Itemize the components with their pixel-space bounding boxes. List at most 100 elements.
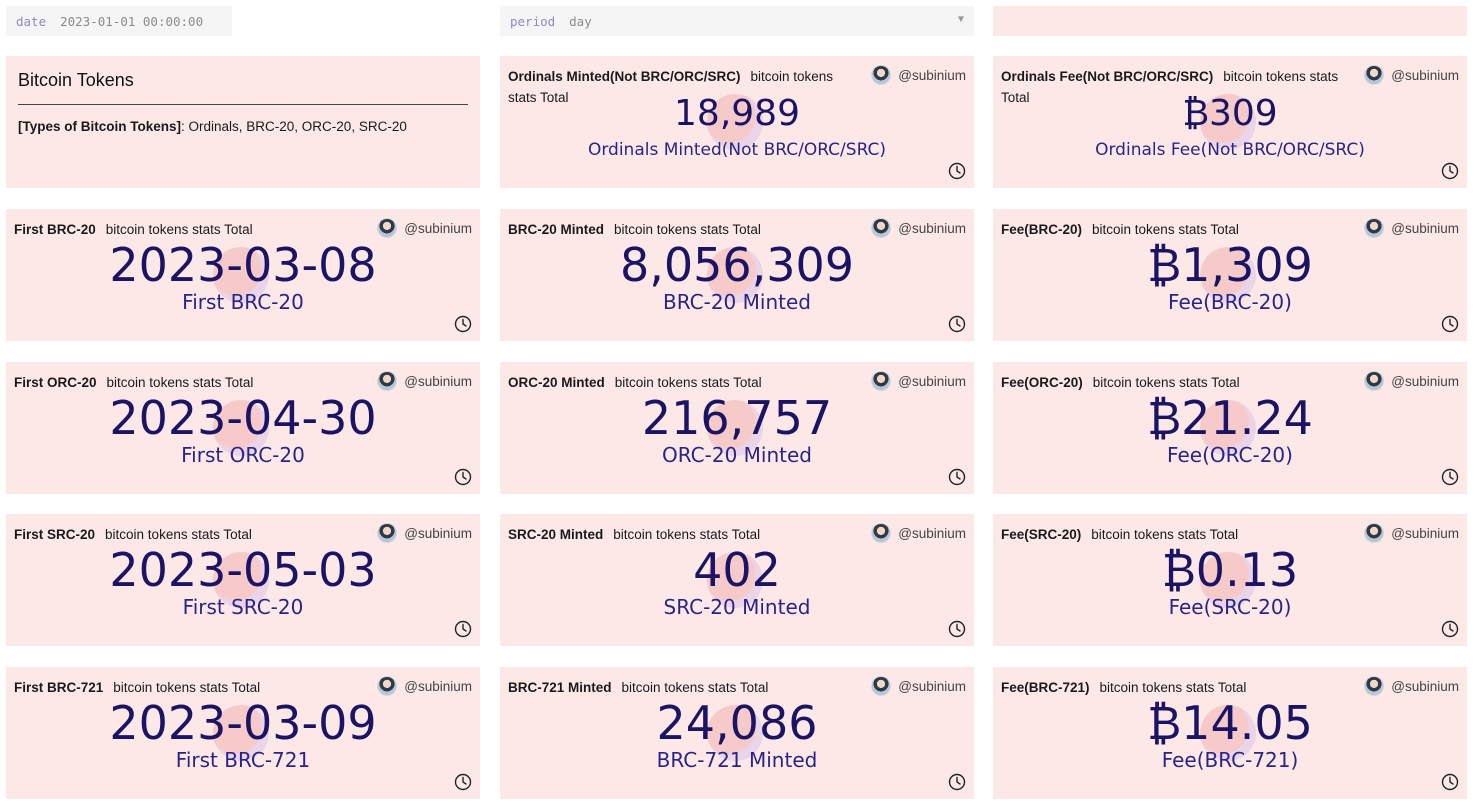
clock-icon[interactable] [948, 620, 966, 638]
card-query-name[interactable]: bitcoin tokens stats Total [105, 527, 252, 542]
clock-icon[interactable] [1441, 468, 1459, 486]
clock-icon[interactable] [454, 315, 472, 333]
avatar[interactable] [1364, 218, 1385, 238]
counter-card[interactable]: Ordinals Fee(Not BRC/ORC/SRC) bitcoin tok… [993, 56, 1467, 188]
clock-icon[interactable] [948, 468, 966, 486]
card-query-name[interactable]: bitcoin tokens stats Total [508, 69, 834, 105]
author-name[interactable]: @subinium [1391, 220, 1459, 236]
author-link[interactable]: @subinium [377, 218, 472, 238]
avatar[interactable] [377, 523, 398, 543]
avatar[interactable] [871, 676, 892, 696]
avatar[interactable] [377, 218, 398, 238]
clock-icon[interactable] [1441, 315, 1459, 333]
card-query-name[interactable]: bitcoin tokens stats Total [1099, 680, 1247, 695]
card-title[interactable]: Fee(BRC-20) [1001, 222, 1083, 237]
clock-icon[interactable] [948, 162, 966, 180]
counter-card[interactable]: First SRC-20 bitcoin tokens stats Total @s… [6, 514, 480, 646]
counter-card[interactable]: First BRC-721 bitcoin tokens stats Total @… [6, 667, 480, 799]
counter-card[interactable]: Ordinals Minted(Not BRC/ORC/SRC) bitcoin … [500, 56, 974, 188]
counter-card[interactable]: First ORC-20 bitcoin tokens stats Total @s… [6, 362, 480, 494]
card-title[interactable]: BRC-20 Minted [508, 222, 605, 237]
clock-icon[interactable] [1441, 162, 1459, 180]
author-link[interactable]: @subinium [377, 371, 472, 391]
card-query-name[interactable]: bitcoin tokens stats Total [621, 680, 769, 695]
avatar[interactable] [871, 65, 892, 85]
card-title[interactable]: BRC-721 Minted [508, 680, 612, 695]
counter-card[interactable]: SRC-20 Minted bitcoin tokens stats Total @… [500, 514, 974, 646]
author-link[interactable]: @subinium [871, 371, 966, 391]
author-name[interactable]: @subinium [404, 525, 472, 541]
author-name[interactable]: @subinium [898, 373, 966, 389]
clock-icon[interactable] [948, 315, 966, 333]
author-name[interactable]: @subinium [404, 373, 472, 389]
card-title[interactable]: First SRC-20 [14, 527, 96, 542]
counter-card[interactable]: BRC-721 Minted bitcoin tokens stats Total… [500, 667, 974, 799]
avatar[interactable] [377, 371, 398, 391]
card-query-name[interactable]: bitcoin tokens stats Total [1001, 69, 1339, 105]
card-title[interactable]: Fee(SRC-20) [1001, 527, 1082, 542]
author-link[interactable]: @subinium [871, 218, 966, 238]
author-name[interactable]: @subinium [1391, 67, 1459, 83]
card-query-name[interactable]: bitcoin tokens stats Total [1091, 527, 1239, 542]
chevron-down-icon[interactable]: ▼ [957, 14, 964, 25]
clock-icon[interactable] [454, 620, 472, 638]
clock-icon[interactable] [454, 773, 472, 791]
counter-card[interactable]: Fee(ORC-20) bitcoin tokens stats Total @su… [993, 362, 1467, 494]
author-link[interactable]: @subinium [1364, 371, 1459, 391]
avatar[interactable] [871, 371, 892, 391]
avatar[interactable] [1364, 676, 1385, 696]
counter-card[interactable]: Fee(BRC-721) bitcoin tokens stats Total @s… [993, 667, 1467, 799]
author-name[interactable]: @subinium [404, 220, 472, 236]
clock-icon[interactable] [454, 468, 472, 486]
author-link[interactable]: @subinium [871, 65, 966, 85]
counter-card[interactable]: First BRC-20 bitcoin tokens stats Total @s… [6, 209, 480, 341]
author-name[interactable]: @subinium [898, 678, 966, 694]
card-title[interactable]: First BRC-721 [14, 680, 104, 695]
author-name[interactable]: @subinium [1391, 373, 1459, 389]
author-link[interactable]: @subinium [377, 523, 472, 543]
card-title[interactable]: SRC-20 Minted [508, 527, 604, 542]
card-query-name[interactable]: bitcoin tokens stats Total [113, 680, 261, 695]
card-title[interactable]: Fee(BRC-721) [1001, 680, 1090, 695]
avatar[interactable] [377, 676, 398, 696]
date-parameter-value[interactable]: 2023-01-01 00:00:00 [60, 13, 204, 29]
period-parameter-value[interactable]: day [569, 13, 592, 29]
author-link[interactable]: @subinium [1364, 523, 1459, 543]
author-name[interactable]: @subinium [898, 220, 966, 236]
avatar[interactable] [1364, 65, 1385, 85]
card-query-name[interactable]: bitcoin tokens stats Total [1092, 222, 1239, 237]
avatar[interactable] [1364, 371, 1385, 391]
author-link[interactable]: @subinium [1364, 676, 1459, 696]
counter-card[interactable]: Fee(SRC-20) bitcoin tokens stats Total @su… [993, 514, 1467, 646]
card-title[interactable]: First ORC-20 [14, 375, 97, 390]
period-parameter[interactable]: period day ▼ [500, 6, 974, 36]
author-name[interactable]: @subinium [1391, 525, 1459, 541]
card-title[interactable]: Fee(ORC-20) [1001, 375, 1083, 390]
avatar[interactable] [871, 523, 892, 543]
card-query-name[interactable]: bitcoin tokens stats Total [105, 222, 253, 237]
card-title[interactable]: First BRC-20 [14, 222, 96, 237]
author-name[interactable]: @subinium [1391, 678, 1459, 694]
clock-icon[interactable] [1441, 620, 1459, 638]
clock-icon[interactable] [1441, 773, 1459, 791]
author-name[interactable]: @subinium [898, 525, 966, 541]
author-name[interactable]: @subinium [404, 678, 472, 694]
counter-card[interactable]: ORC-20 Minted bitcoin tokens stats Total @… [500, 362, 974, 494]
author-name[interactable]: @subinium [898, 67, 966, 83]
counter-card[interactable]: Fee(BRC-20) bitcoin tokens stats Total @su… [993, 209, 1467, 341]
card-query-name[interactable]: bitcoin tokens stats Total [614, 375, 762, 390]
card-query-name[interactable]: bitcoin tokens stats Total [614, 222, 761, 237]
author-link[interactable]: @subinium [871, 523, 966, 543]
clock-icon[interactable] [948, 773, 966, 791]
card-query-name[interactable]: bitcoin tokens stats Total [613, 527, 761, 542]
author-link[interactable]: @subinium [871, 676, 966, 696]
card-title[interactable]: ORC-20 Minted [508, 375, 605, 390]
author-link[interactable]: @subinium [1364, 65, 1459, 85]
avatar[interactable] [1364, 523, 1385, 543]
date-parameter[interactable]: date 2023-01-01 00:00:00 [6, 6, 232, 36]
card-query-name[interactable]: bitcoin tokens stats Total [106, 375, 254, 390]
avatar[interactable] [871, 218, 892, 238]
counter-card[interactable]: BRC-20 Minted bitcoin tokens stats Total @… [500, 209, 974, 341]
card-query-name[interactable]: bitcoin tokens stats Total [1092, 375, 1240, 390]
card-title[interactable]: Ordinals Fee(Not BRC/ORC/SRC) [1001, 69, 1214, 84]
